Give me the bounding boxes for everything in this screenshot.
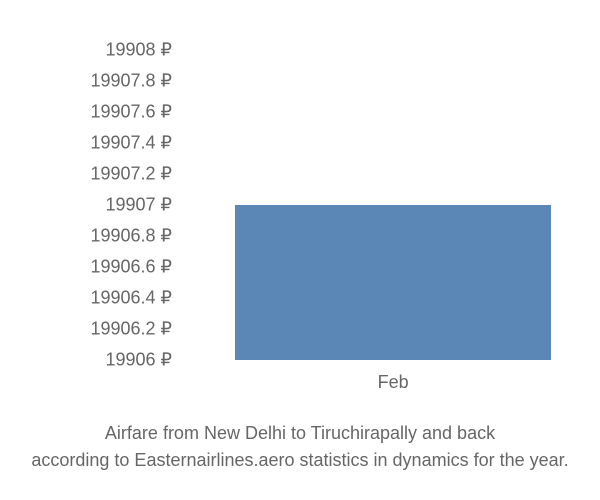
y-axis-tick-label: 19906.4 ₽	[90, 288, 180, 309]
y-axis-tick-label: 19906 ₽	[105, 350, 180, 371]
caption-line-2: according to Easternairlines.aero statis…	[31, 450, 568, 470]
y-axis-tick-label: 19907 ₽	[105, 195, 180, 216]
caption-line-1: Airfare from New Delhi to Tiruchirapally…	[105, 423, 495, 443]
plot-area: 19906 ₽19906.2 ₽19906.4 ₽19906.6 ₽19906.…	[180, 50, 590, 360]
y-axis-tick-label: 19907.4 ₽	[90, 133, 180, 154]
y-axis-tick-label: 19906.2 ₽	[90, 319, 180, 340]
airfare-chart: 19906 ₽ 19906.2 ₽ 19906.4 ₽ 19906.6 ₽ 19906.…	[0, 0, 600, 500]
bar	[235, 205, 551, 360]
x-axis-category-label: Feb	[378, 360, 409, 393]
y-axis-tick-label: 19907.6 ₽	[90, 102, 180, 123]
y-axis-tick-label: 19907.2 ₽	[90, 164, 180, 185]
chart-caption: Airfare from New Delhi to Tiruchirapally…	[0, 420, 600, 474]
y-axis-tick-label: 19908 ₽	[105, 40, 180, 61]
y-axis-tick-label: 19907.8 ₽	[90, 71, 180, 92]
y-axis-tick-label: 19906.6 ₽	[90, 257, 180, 278]
y-axis-tick-label: 19906.8 ₽	[90, 226, 180, 247]
